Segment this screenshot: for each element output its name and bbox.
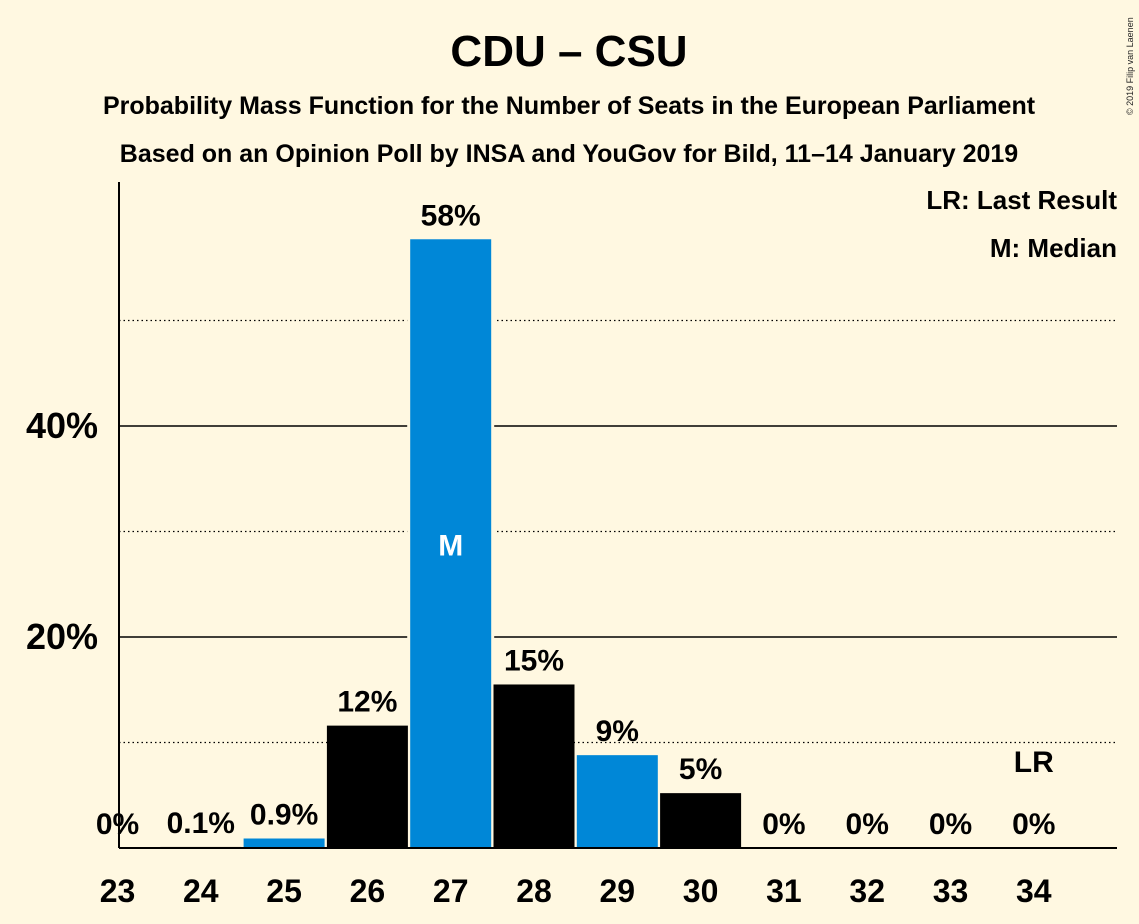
x-tick-label-31: 31: [766, 873, 802, 909]
bar-value-label-23: 0%: [96, 808, 139, 841]
chart-subtitle-1: Probability Mass Function for the Number…: [103, 92, 1036, 120]
median-marker: M: [438, 530, 463, 563]
bar-value-label-31: 0%: [762, 808, 805, 841]
x-tick-label-32: 32: [849, 873, 885, 909]
x-tick-label-28: 28: [516, 873, 552, 909]
bar-value-label-29: 9%: [596, 715, 639, 748]
bar-26: [326, 725, 408, 848]
x-tick-label-26: 26: [350, 873, 386, 909]
x-tick-label-29: 29: [600, 873, 636, 909]
bar-labels: 0% 0.1% 0.9% 12% 58% M 15% 9% 5% 0% 0% 0% 0% LR: [96, 199, 1056, 841]
bar-28: [493, 684, 575, 848]
x-tick-label-33: 33: [933, 873, 969, 909]
bar-30: [660, 793, 742, 848]
legend-median: M: Median: [990, 233, 1117, 263]
bars: [160, 239, 742, 848]
x-tick-label-24: 24: [183, 873, 219, 909]
legend-last-result: LR: Last Result: [926, 185, 1117, 215]
bar-27: [410, 239, 492, 848]
x-tick-label-30: 30: [683, 873, 719, 909]
bar-value-label-30: 5%: [679, 753, 722, 786]
bar-value-label-32: 0%: [846, 808, 889, 841]
bar-value-label-26: 12%: [337, 686, 397, 719]
chart-subtitle-2: Based on an Opinion Poll by INSA and You…: [120, 140, 1018, 168]
x-tick-label-23: 23: [100, 873, 136, 909]
bar-29: [576, 755, 658, 848]
bar-value-label-25: 0.9%: [250, 799, 318, 832]
last-result-marker: LR: [1014, 746, 1054, 779]
x-tick-label-25: 25: [266, 873, 302, 909]
bar-25: [243, 838, 325, 848]
bar-value-label-27: 58%: [421, 199, 481, 232]
bar-value-label-33: 0%: [929, 808, 972, 841]
x-tick-label-27: 27: [433, 873, 469, 909]
y-tick-label-20: 20%: [26, 616, 98, 657]
chart-title: CDU – CSU: [450, 27, 687, 76]
x-tick-label-34: 34: [1016, 873, 1052, 909]
bar-value-label-28: 15%: [504, 644, 564, 677]
y-tick-label-40: 40%: [26, 405, 98, 446]
bar-value-label-34: 0%: [1012, 808, 1055, 841]
axes: 20% 40% 23 24 25 26 27 28 29 30 31 32 33 34: [26, 182, 1117, 909]
copyright-text: © 2019 Filip van Laenen: [1125, 17, 1135, 115]
bar-value-label-24: 0.1%: [167, 807, 235, 840]
